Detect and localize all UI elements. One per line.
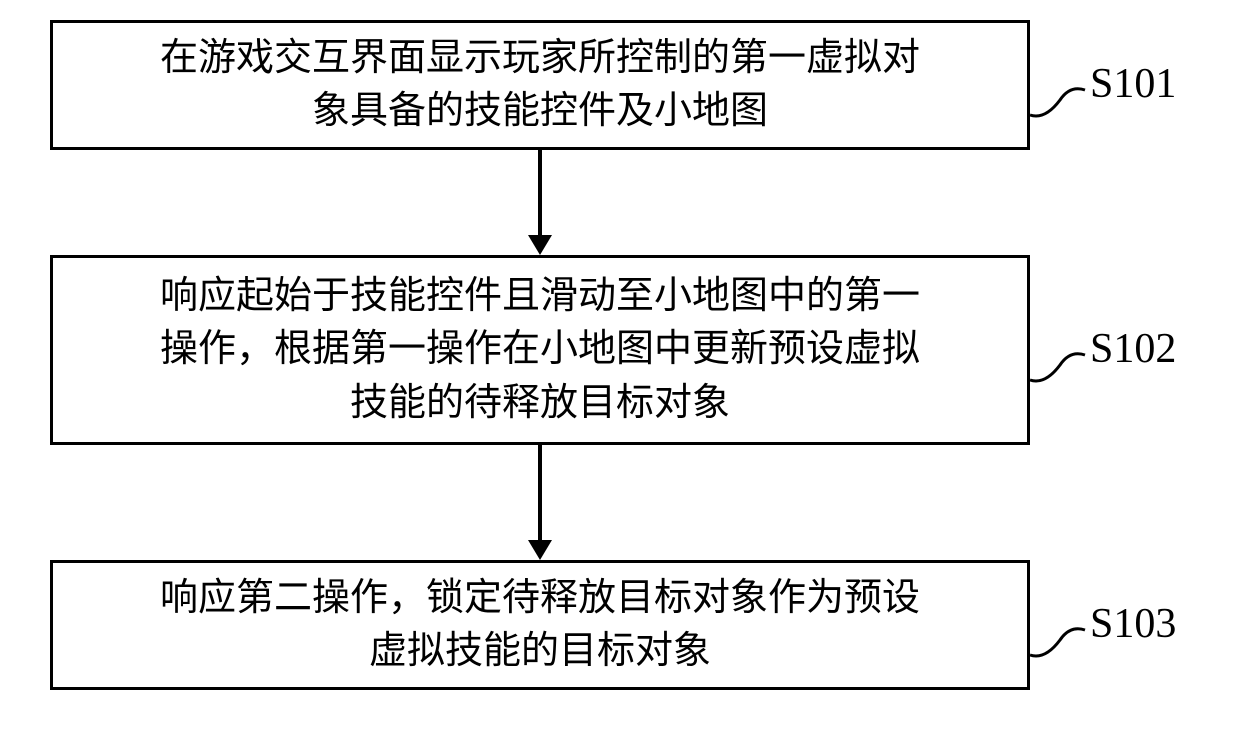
step-label-2: S102	[1090, 325, 1176, 373]
flowchart-box-1: 在游戏交互界面显示玩家所控制的第一虚拟对 象具备的技能控件及小地图	[50, 20, 1030, 150]
step-label-1: S101	[1090, 60, 1176, 108]
arrow-2-head	[528, 540, 552, 560]
arrow-2-line	[538, 445, 542, 540]
box-1-text: 在游戏交互界面显示玩家所控制的第一虚拟对 象具备的技能控件及小地图	[160, 32, 920, 138]
box-3-text: 响应第二操作，锁定待释放目标对象作为预设 虚拟技能的目标对象	[160, 572, 920, 678]
box-2-text: 响应起始于技能控件且滑动至小地图中的第一 操作，根据第一操作在小地图中更新预设虚…	[160, 270, 920, 430]
label-connector-2	[1030, 350, 1090, 395]
arrow-1-line	[538, 150, 542, 235]
label-connector-1	[1030, 85, 1090, 130]
flowchart-box-3: 响应第二操作，锁定待释放目标对象作为预设 虚拟技能的目标对象	[50, 560, 1030, 690]
flowchart-container: 在游戏交互界面显示玩家所控制的第一虚拟对 象具备的技能控件及小地图 S101 响…	[0, 0, 1240, 743]
step-label-3: S103	[1090, 600, 1176, 648]
arrow-1-head	[528, 235, 552, 255]
label-connector-3	[1030, 625, 1090, 670]
flowchart-box-2: 响应起始于技能控件且滑动至小地图中的第一 操作，根据第一操作在小地图中更新预设虚…	[50, 255, 1030, 445]
